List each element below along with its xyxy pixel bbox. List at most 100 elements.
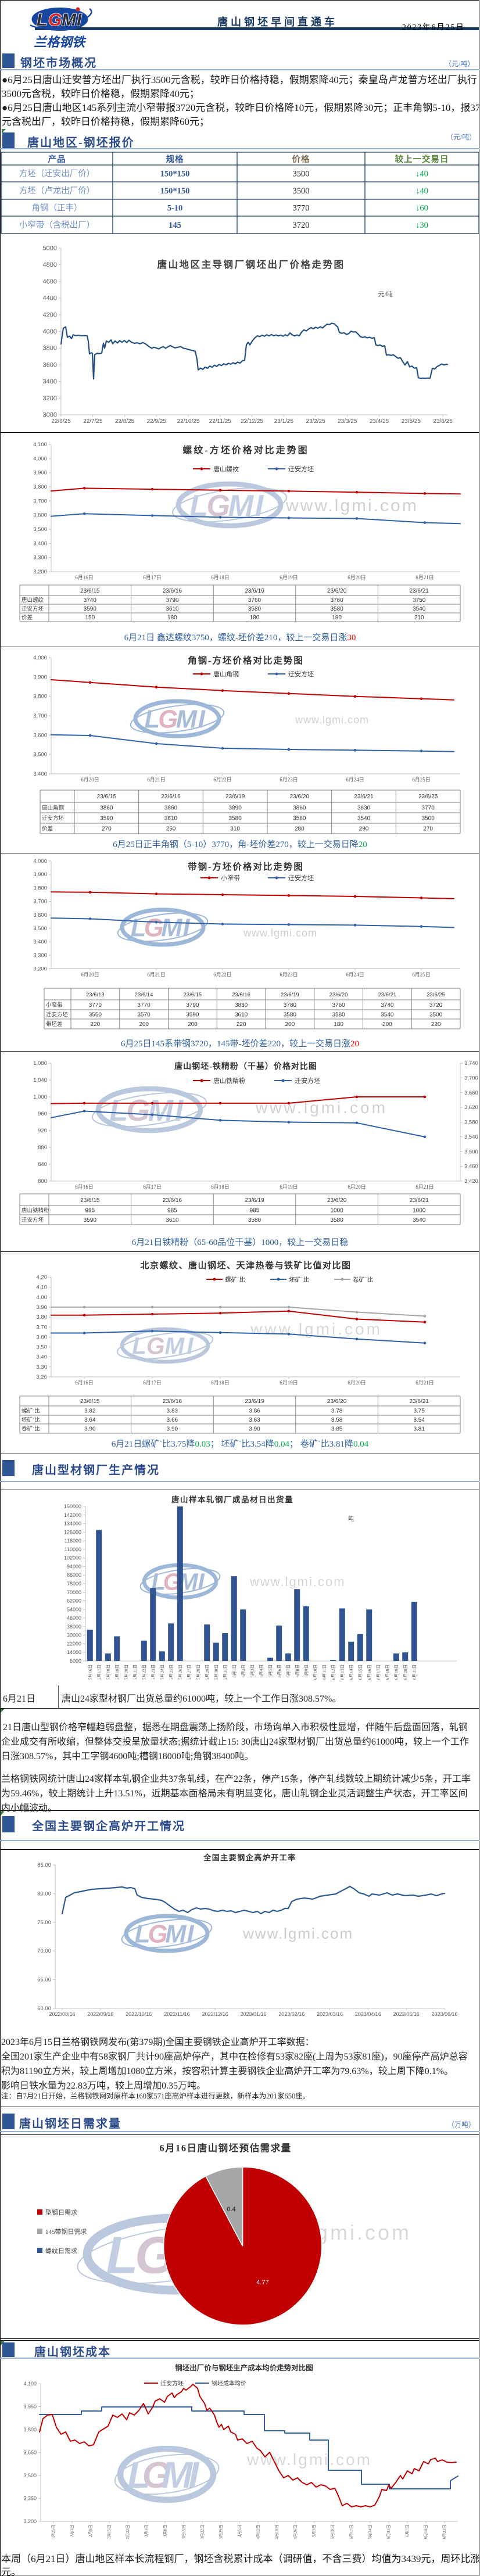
svg-text:23/2/25: 23/2/25	[306, 418, 325, 425]
svg-text:型钢日需求: 型钢日需求	[45, 2208, 77, 2216]
svg-text:4月19日: 4月19日	[275, 2525, 280, 2539]
svg-text:2023/04/16: 2023/04/16	[355, 2011, 381, 2017]
svg-text:6月20日: 6月20日	[348, 1380, 366, 1386]
svg-text:270: 270	[423, 826, 433, 833]
svg-text:3590: 3590	[100, 816, 113, 822]
svg-text:3.85: 3.85	[331, 1426, 343, 1433]
svg-text:1,000: 1,000	[33, 1094, 47, 1100]
svg-text:3720: 3720	[293, 221, 310, 230]
svg-text:4.77: 4.77	[256, 2279, 268, 2286]
svg-text:6月15日: 6月15日	[357, 1664, 363, 1680]
svg-text:6月20日: 6月20日	[403, 1664, 408, 1680]
svg-text:3790: 3790	[166, 597, 179, 604]
svg-text:5月20日: 5月20日	[123, 1664, 128, 1680]
svg-text:www.lgmi.com: www.lgmi.com	[285, 496, 418, 515]
svg-text:I: I	[198, 706, 206, 734]
svg-text:3830: 3830	[357, 805, 371, 812]
svg-text:6月25日: 6月25日	[412, 972, 431, 978]
svg-text:带钢-方坯价格对比走势图: 带钢-方坯价格对比走势图	[188, 861, 304, 872]
svg-text:L: L	[37, 10, 47, 30]
svg-text:23/6/15: 23/6/15	[184, 992, 202, 998]
svg-text:3500: 3500	[293, 186, 310, 196]
svg-text:200: 200	[285, 1021, 295, 1028]
svg-text:23/6/21: 23/6/21	[378, 992, 397, 998]
svg-text:3740: 3740	[84, 597, 97, 604]
svg-text:200: 200	[139, 1021, 149, 1028]
svg-text:2月22日: 2月22日	[126, 2525, 130, 2539]
svg-text:23/6/20: 23/6/20	[290, 794, 310, 800]
svg-text:6月25日: 6月25日	[412, 777, 431, 783]
svg-text:6月7日: 6月7日	[285, 1664, 291, 1678]
svg-text:23/6/19: 23/6/19	[225, 794, 245, 800]
svg-text:6月14日: 6月14日	[349, 1664, 354, 1680]
svg-text:4.00: 4.00	[37, 1294, 48, 1301]
svg-text:迁安方坯: 迁安方坯	[288, 670, 314, 678]
svg-text:3,800: 3,800	[33, 885, 47, 891]
svg-text:唐山角钢: 唐山角钢	[42, 805, 64, 812]
svg-text:5000: 5000	[43, 245, 57, 252]
svg-text:3830: 3830	[235, 1002, 248, 1009]
svg-text:22/6/25: 22/6/25	[51, 418, 71, 425]
svg-text:3,900: 3,900	[33, 674, 47, 680]
svg-text:23/6/16: 23/6/16	[163, 1197, 182, 1204]
svg-text:145: 145	[169, 221, 181, 230]
svg-text:6月20日: 6月20日	[81, 972, 99, 978]
svg-text:3,900: 3,900	[33, 871, 47, 878]
svg-text:角钢（正丰）: 角钢（正丰）	[32, 203, 83, 213]
svg-text:4,000: 4,000	[33, 655, 47, 661]
svg-text:6月10日: 6月10日	[313, 1664, 318, 1680]
svg-text:38000: 38000	[67, 1624, 81, 1630]
svg-text:3,500: 3,500	[33, 526, 47, 533]
svg-text:23/6/13: 23/6/13	[86, 992, 105, 998]
svg-text:L: L	[132, 1333, 146, 1359]
svg-text:6月21日: 6月21日	[147, 972, 166, 978]
svg-text:23/6/15: 23/6/15	[80, 588, 100, 594]
svg-text:3,650: 3,650	[23, 2450, 37, 2456]
svg-text:5月17日: 5月17日	[96, 1664, 102, 1680]
svg-text:3,800: 3,800	[33, 694, 47, 700]
svg-text:23/6/15: 23/6/15	[80, 1398, 100, 1405]
svg-text:5月23日: 5月23日	[151, 1664, 156, 1680]
svg-text:北京螺纹、唐山钢坯、天津热卷与铁矿比值对比图: 北京螺纹、唐山钢坯、天津热卷与铁矿比值对比图	[140, 1260, 351, 1271]
svg-text:3,300: 3,300	[33, 952, 47, 959]
svg-text:3200: 3200	[43, 395, 57, 402]
svg-text:5月24日: 5月24日	[368, 2525, 372, 2539]
svg-text:价差: 价差	[42, 826, 53, 833]
svg-text:6月24日: 6月24日	[346, 972, 364, 978]
svg-text:3740: 3740	[381, 1002, 394, 1009]
svg-text:2022/12/16: 2022/12/16	[202, 2011, 228, 2017]
svg-text:5月28日: 5月28日	[195, 1664, 200, 1680]
svg-text:3610: 3610	[166, 606, 179, 612]
svg-text:23/3/25: 23/3/25	[338, 418, 357, 425]
svg-text:5月19日: 5月19日	[114, 1664, 120, 1680]
svg-text:30000: 30000	[67, 1633, 81, 1638]
svg-text:L: L	[135, 1921, 151, 1949]
svg-text:3.82: 3.82	[84, 1408, 96, 1415]
svg-text:142000: 142000	[64, 1512, 81, 1518]
svg-text:3,900: 3,900	[33, 470, 47, 476]
svg-text:3540: 3540	[381, 1012, 394, 1018]
svg-text:唐山螺纹: 唐山螺纹	[213, 465, 239, 473]
svg-text:6月17日: 6月17日	[143, 575, 162, 580]
svg-text:150*150: 150*150	[160, 170, 190, 179]
svg-text:6月17日: 6月17日	[375, 1664, 381, 1680]
svg-text:23/6/20: 23/6/20	[327, 1398, 347, 1405]
svg-text:210: 210	[414, 615, 424, 621]
svg-text:较上一交易日: 较上一交易日	[395, 154, 449, 164]
svg-text:迁安方坯: 迁安方坯	[160, 2380, 184, 2387]
svg-text:3,200: 3,200	[23, 2518, 37, 2524]
svg-text:220: 220	[237, 1021, 246, 1028]
svg-text:270: 270	[102, 826, 112, 833]
svg-text:280: 280	[295, 826, 305, 833]
svg-text:6月19日: 6月19日	[280, 575, 298, 580]
svg-text:5-10: 5-10	[167, 204, 183, 213]
svg-text:3.63: 3.63	[249, 1417, 260, 1423]
svg-text:5月18日: 5月18日	[105, 1664, 110, 1680]
svg-text:唐山角钢: 唐山角钢	[213, 670, 239, 678]
svg-text:L: L	[189, 489, 208, 523]
svg-text:200: 200	[382, 1021, 392, 1028]
svg-text:3.86: 3.86	[249, 1408, 260, 1415]
svg-text:I: I	[198, 1569, 205, 1595]
svg-text:62000: 62000	[67, 1598, 81, 1604]
svg-text:M: M	[62, 10, 77, 30]
